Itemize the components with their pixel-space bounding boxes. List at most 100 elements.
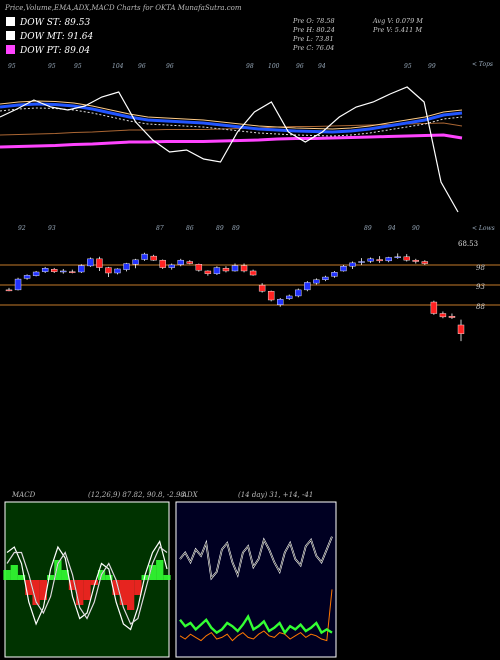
macd-histogram-bar	[76, 580, 84, 605]
top-marker: 100	[268, 63, 280, 70]
ohlc-info: Pre O: 78.58 Pre H: 80.24 Pre L: 73.81 P…	[292, 17, 423, 52]
candle-body	[32, 271, 40, 276]
candle	[51, 267, 58, 273]
candle-body	[430, 301, 438, 314]
candle-body	[222, 268, 230, 272]
candle-body	[457, 324, 465, 334]
ema-panel	[0, 86, 463, 213]
legend-swatch-pt	[6, 45, 15, 54]
ema-long-line	[0, 133, 463, 149]
macd-histogram-bar	[47, 575, 55, 580]
minus-di-line	[179, 589, 333, 642]
prev-volume: Pre V: 5.411 M	[372, 26, 422, 34]
candle	[394, 253, 401, 259]
candle	[267, 290, 275, 302]
candle	[87, 257, 94, 267]
ema-fast-line	[0, 100, 463, 130]
candle-body	[51, 269, 58, 272]
candle	[412, 258, 419, 264]
candle-body	[277, 299, 284, 305]
candle-body	[132, 259, 139, 265]
macd-histogram-bar	[134, 580, 142, 595]
adx-panel-box	[175, 501, 337, 658]
candle-body	[177, 259, 184, 265]
candle	[231, 263, 239, 272]
macd-histogram-bar	[127, 580, 135, 610]
candle	[457, 319, 465, 342]
avg-volume: Avg V: 0.079 M	[372, 17, 423, 25]
macd-histogram-bar	[148, 565, 157, 580]
candle-body	[105, 267, 112, 274]
candle-body	[403, 256, 410, 261]
bottom-marker: 92	[18, 225, 26, 232]
candle	[69, 269, 76, 274]
macd-histogram-bar	[141, 575, 149, 580]
candle	[249, 269, 257, 276]
macd-histogram-bar	[163, 575, 171, 580]
candle	[258, 283, 266, 293]
candle-body	[123, 263, 130, 270]
macd-histogram-bar	[156, 560, 164, 580]
candle-body	[141, 253, 148, 260]
prev-high: Pre H: 80.24	[292, 26, 335, 34]
candle-body	[150, 255, 157, 261]
candle-body	[240, 265, 248, 272]
candle	[141, 252, 148, 261]
candle-body	[23, 275, 31, 279]
candle-body	[41, 268, 49, 272]
candle	[96, 256, 103, 271]
bottom-marker: 94	[388, 225, 396, 232]
candle-body	[295, 289, 302, 297]
candle-body	[159, 259, 166, 268]
bottom-marker: 89	[232, 225, 240, 232]
candle	[5, 287, 13, 292]
top-marker: 94	[318, 63, 326, 70]
macd-histogram-bar	[54, 560, 62, 580]
plus-di-line	[179, 614, 333, 635]
candle-body	[385, 257, 392, 262]
price-level-label-93: 93	[476, 283, 485, 291]
legend-swatch-mt	[6, 31, 15, 40]
top-marker: 95	[74, 63, 82, 70]
candle-body	[349, 262, 356, 267]
top-marker: 96	[166, 63, 174, 70]
macd-histogram-bar	[83, 580, 91, 600]
candle	[358, 258, 365, 265]
macd-histogram-bar	[112, 580, 120, 595]
candle	[403, 254, 410, 262]
bottom-markers: 92 93 87 86 89 89 89 94 90	[18, 225, 420, 232]
candle	[177, 258, 184, 267]
candle-body	[367, 258, 374, 262]
candle-body	[87, 258, 94, 267]
candle-body	[358, 261, 365, 263]
legend-label-st: DOW ST: 89.53	[19, 18, 90, 28]
bottom-marker: 86	[186, 225, 194, 232]
candle	[41, 266, 49, 273]
candle	[32, 270, 40, 277]
top-marker: 96	[138, 63, 146, 70]
prev-close: Pre C: 76.04	[292, 44, 334, 52]
candle	[195, 263, 203, 272]
macd-histogram-bar	[32, 580, 40, 605]
candle-body	[286, 295, 293, 299]
candle-body	[267, 291, 275, 301]
candle-body	[322, 276, 329, 280]
macd-histogram-bar	[68, 580, 77, 590]
bottom-marker: 93	[48, 225, 56, 232]
adx-params: (14 day) 31, +14, -41	[238, 491, 313, 499]
candle-body	[231, 265, 239, 272]
bottom-marker: 90	[412, 225, 420, 232]
candle	[78, 264, 85, 273]
prev-open: Pre O: 78.58	[292, 17, 335, 25]
candle-body	[331, 272, 338, 277]
candle-body	[249, 270, 257, 276]
bottom-marker: 87	[156, 225, 164, 232]
candle-body	[96, 258, 103, 268]
candle	[159, 259, 166, 269]
candle-body	[204, 270, 212, 274]
candle	[367, 257, 374, 263]
candle-body	[14, 278, 22, 291]
macd-histogram-bar	[25, 580, 33, 595]
candle-body	[376, 259, 383, 262]
legend-swatch-st	[6, 17, 15, 26]
